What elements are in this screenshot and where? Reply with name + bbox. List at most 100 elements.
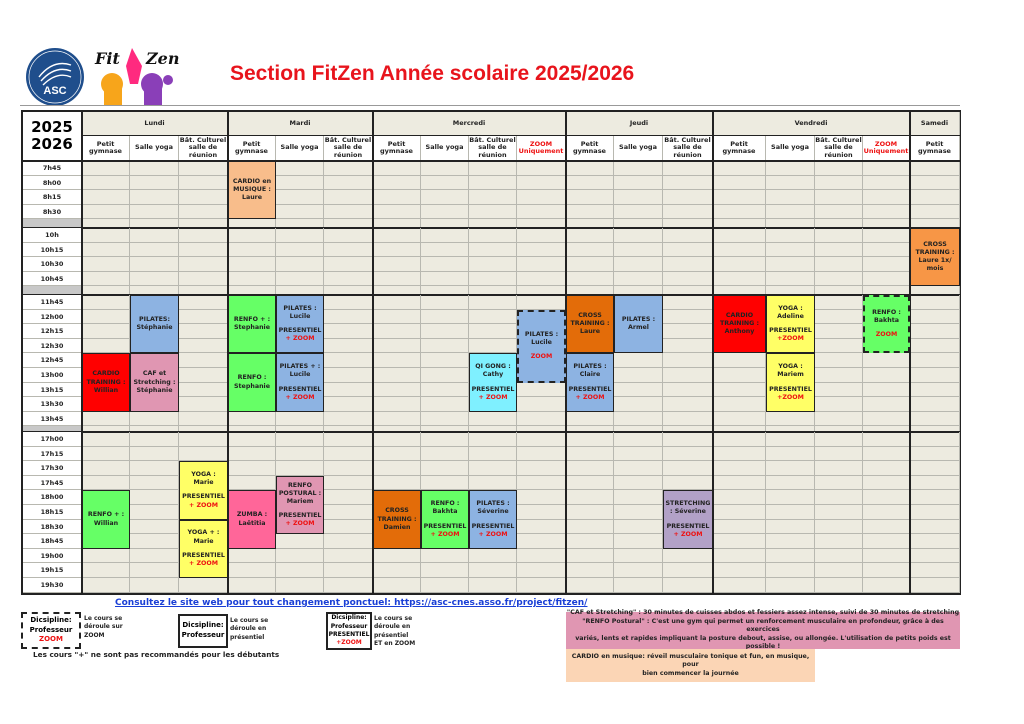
slot-cell[interactable] — [469, 411, 517, 427]
slot-cell[interactable] — [179, 411, 228, 427]
slot-cell[interactable] — [228, 242, 276, 258]
slot-cell[interactable] — [614, 228, 663, 243]
slot-cell[interactable] — [663, 175, 713, 191]
slot-cell[interactable] — [910, 446, 960, 462]
slot-cell[interactable] — [863, 257, 910, 272]
class-block[interactable]: YOGA : Mariem PRESENTIEL +ZOOM — [766, 353, 815, 412]
slot-cell[interactable] — [910, 295, 960, 310]
slot-cell[interactable] — [766, 578, 815, 593]
slot-cell[interactable] — [373, 271, 421, 287]
slot-cell[interactable] — [179, 382, 228, 398]
slot-cell[interactable] — [614, 204, 663, 220]
slot-cell[interactable] — [324, 534, 373, 549]
slot-cell[interactable] — [179, 353, 228, 368]
slot-cell[interactable] — [663, 578, 713, 593]
slot-cell[interactable] — [815, 353, 863, 368]
slot-cell[interactable] — [863, 368, 910, 383]
slot-cell[interactable] — [517, 161, 566, 176]
slot-cell[interactable] — [863, 353, 910, 368]
slot-cell[interactable] — [421, 309, 469, 325]
slot-cell[interactable] — [663, 242, 713, 258]
class-block[interactable]: PILATES: Stéphanie — [130, 295, 179, 354]
slot-cell[interactable] — [469, 432, 517, 447]
slot-cell[interactable] — [663, 368, 713, 383]
slot-cell[interactable] — [130, 204, 179, 220]
slot-cell[interactable] — [82, 295, 130, 310]
slot-cell[interactable] — [815, 228, 863, 243]
class-block[interactable]: PILATES : Armel — [614, 295, 663, 354]
slot-cell[interactable] — [566, 432, 614, 447]
slot-cell[interactable] — [713, 461, 766, 476]
slot-cell[interactable] — [614, 397, 663, 412]
slot-cell[interactable] — [517, 397, 566, 412]
slot-cell[interactable] — [469, 257, 517, 272]
slot-cell[interactable] — [910, 548, 960, 564]
slot-cell[interactable] — [373, 548, 421, 564]
slot-cell[interactable] — [713, 271, 766, 287]
slot-cell[interactable] — [130, 461, 179, 476]
slot-cell[interactable] — [663, 309, 713, 325]
slot-cell[interactable] — [713, 228, 766, 243]
slot-cell[interactable] — [766, 242, 815, 258]
slot-cell[interactable] — [82, 309, 130, 325]
slot-cell[interactable] — [910, 190, 960, 205]
slot-cell[interactable] — [421, 397, 469, 412]
slot-cell[interactable] — [517, 505, 566, 520]
slot-cell[interactable] — [863, 446, 910, 462]
slot-cell[interactable] — [815, 446, 863, 462]
slot-cell[interactable] — [815, 563, 863, 578]
slot-cell[interactable] — [469, 309, 517, 325]
slot-cell[interactable] — [766, 475, 815, 491]
slot-cell[interactable] — [421, 190, 469, 205]
slot-cell[interactable] — [228, 271, 276, 287]
slot-cell[interactable] — [324, 548, 373, 564]
slot-cell[interactable] — [373, 324, 421, 339]
slot-cell[interactable] — [373, 397, 421, 412]
slot-cell[interactable] — [713, 190, 766, 205]
slot-cell[interactable] — [130, 411, 179, 427]
slot-cell[interactable] — [324, 242, 373, 258]
slot-cell[interactable] — [228, 257, 276, 272]
slot-cell[interactable] — [614, 490, 663, 505]
slot-cell[interactable] — [373, 382, 421, 398]
slot-cell[interactable] — [614, 368, 663, 383]
slot-cell[interactable] — [130, 228, 179, 243]
slot-cell[interactable] — [276, 534, 324, 549]
slot-cell[interactable] — [614, 271, 663, 287]
slot-cell[interactable] — [614, 353, 663, 368]
slot-cell[interactable] — [566, 519, 614, 535]
slot-cell[interactable] — [179, 368, 228, 383]
slot-cell[interactable] — [276, 204, 324, 220]
slot-cell[interactable] — [566, 175, 614, 191]
slot-cell[interactable] — [910, 204, 960, 220]
slot-cell[interactable] — [82, 161, 130, 176]
slot-cell[interactable] — [228, 461, 276, 476]
slot-cell[interactable] — [82, 242, 130, 258]
slot-cell[interactable] — [469, 578, 517, 593]
class-block[interactable]: CARDIO TRAINING : Anthony — [713, 295, 766, 354]
slot-cell[interactable] — [324, 397, 373, 412]
slot-cell[interactable] — [910, 461, 960, 476]
slot-cell[interactable] — [766, 257, 815, 272]
slot-cell[interactable] — [517, 295, 566, 310]
slot-cell[interactable] — [863, 505, 910, 520]
slot-cell[interactable] — [373, 204, 421, 220]
slot-cell[interactable] — [276, 228, 324, 243]
slot-cell[interactable] — [766, 490, 815, 505]
class-block[interactable]: RENFO : Bakhta ZOOM — [863, 295, 910, 354]
slot-cell[interactable] — [469, 204, 517, 220]
slot-cell[interactable] — [228, 411, 276, 427]
slot-cell[interactable] — [663, 461, 713, 476]
slot-cell[interactable] — [469, 190, 517, 205]
class-block[interactable]: PILATES : Séverine PRESENTIEL + ZOOM — [469, 490, 517, 549]
slot-cell[interactable] — [815, 411, 863, 427]
slot-cell[interactable] — [421, 271, 469, 287]
slot-cell[interactable] — [614, 190, 663, 205]
slot-cell[interactable] — [276, 461, 324, 476]
slot-cell[interactable] — [815, 368, 863, 383]
slot-cell[interactable] — [179, 271, 228, 287]
slot-cell[interactable] — [863, 271, 910, 287]
slot-cell[interactable] — [863, 519, 910, 535]
slot-cell[interactable] — [421, 475, 469, 491]
slot-cell[interactable] — [566, 257, 614, 272]
